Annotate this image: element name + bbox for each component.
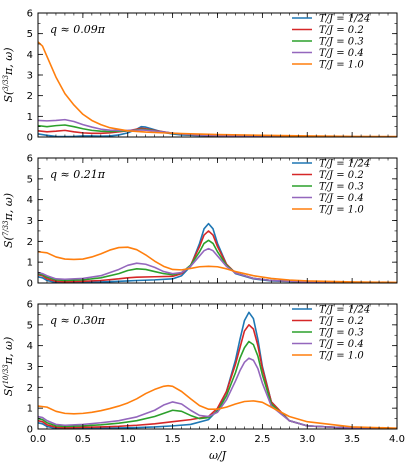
y-tick-label: 4: [27, 341, 33, 352]
y-tick-label: 6: [27, 300, 33, 311]
legend-label: T/J = 0.4: [319, 48, 364, 59]
legend-label: T/J = 0.2: [319, 170, 364, 181]
y-tick-label: 3: [27, 362, 33, 373]
y-axis-label: S(10/33π, ω): [2, 337, 15, 397]
legend-label: T/J = 1.0: [319, 60, 364, 71]
legend-label: T/J = 1/24: [319, 14, 370, 25]
legend-label: T/J = 1/24: [319, 305, 370, 316]
series-line: [38, 222, 397, 283]
legend-label: T/J = 1.0: [319, 205, 364, 216]
y-tick-label: 2: [27, 383, 33, 394]
x-tick-label: 0.0: [30, 434, 46, 445]
y-tick-label: 4: [27, 50, 33, 61]
y-tick-label: 1: [27, 404, 33, 415]
y-tick-label: 5: [27, 320, 33, 331]
legend-label: T/J = 1.0: [319, 351, 364, 362]
y-axis-label: S(7/33π, ω): [2, 193, 15, 248]
x-tick-label: 2.5: [254, 434, 270, 445]
y-tick-label: 0: [27, 279, 33, 290]
legend-label: T/J = 0.3: [319, 37, 364, 48]
y-tick-label: 2: [27, 237, 33, 248]
legend-label: T/J = 0.3: [319, 182, 364, 193]
x-tick-label: 4.0: [389, 434, 405, 445]
series-line: [38, 246, 397, 283]
legend-label: T/J = 0.2: [319, 25, 364, 36]
legend-label: T/J = 0.2: [319, 316, 364, 327]
x-tick-label: 0.5: [75, 434, 91, 445]
y-tick-label: 0: [27, 133, 33, 144]
y-tick-label: 5: [27, 29, 33, 40]
y-tick-label: 1: [27, 112, 33, 123]
legend-label: T/J = 0.3: [319, 328, 364, 339]
y-tick-label: 5: [27, 174, 33, 185]
x-tick-label: 1.0: [120, 434, 136, 445]
y-axis-label: S(3/33π, ω): [2, 47, 15, 102]
x-tick-label: 2.0: [210, 434, 226, 445]
q-annotation: q ≈ 0.09π: [50, 23, 106, 36]
series-line: [38, 357, 397, 429]
y-tick-label: 3: [27, 71, 33, 82]
x-axis-label: ω/J: [209, 449, 227, 462]
series-line: [38, 324, 397, 429]
y-tick-label: 1: [27, 258, 33, 269]
series-line: [38, 118, 397, 137]
y-tick-label: 4: [27, 195, 33, 206]
legend-label: T/J = 1/24: [319, 159, 370, 170]
x-tick-label: 3.0: [299, 434, 315, 445]
q-annotation: q ≈ 0.21π: [50, 168, 106, 181]
chart-panel-3: 0.0 0.5 1.0 1.5 2.0 2.5 3.0 3.5 4.0 0 1 2 3 4 5 6 q ≈ 0.…: [2, 300, 405, 463]
y-tick-label: 3: [27, 216, 33, 227]
series-line: [38, 340, 397, 429]
series-line: [38, 247, 397, 283]
y-tick-label: 6: [27, 154, 33, 165]
series-line: [38, 384, 397, 429]
legend-label: T/J = 0.4: [319, 339, 364, 350]
legend-label: T/J = 0.4: [319, 193, 364, 204]
y-tick-label: 2: [27, 91, 33, 102]
y-tick-label: 6: [27, 9, 33, 20]
y-tick-label: 0: [27, 425, 33, 436]
series-line: [38, 41, 397, 137]
x-tick-label: 1.5: [165, 434, 181, 445]
q-annotation: q ≈ 0.30π: [50, 314, 106, 327]
x-tick-label: 3.5: [344, 434, 360, 445]
